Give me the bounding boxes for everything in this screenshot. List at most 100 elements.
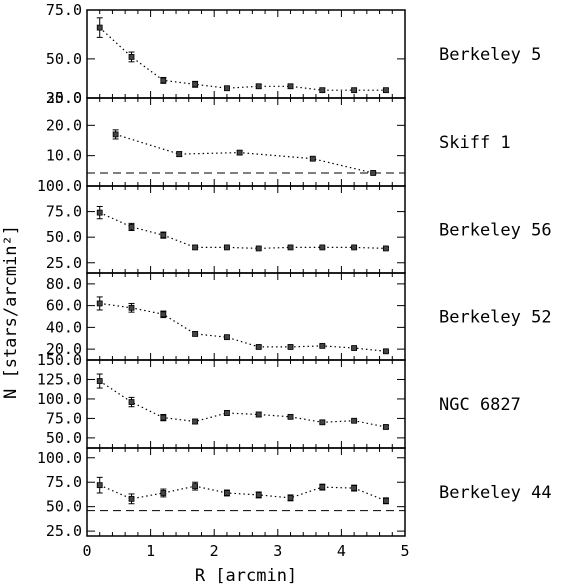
data-point [192,81,199,88]
data-point [383,424,389,430]
y-tick-label: 10.0 [46,147,82,165]
data-point [383,497,389,504]
x-tick-label: 0 [82,542,91,560]
y-tick-label: 50.0 [46,429,82,447]
data-point [287,83,294,90]
panel-frame [86,185,406,274]
data-point [255,83,262,90]
y-tick-label: 100.0 [37,449,82,467]
panel-6: 100.0 75.0 50.0 25.0 Berkeley 44 0 1 2 3 4 5 [37,447,552,560]
data-point [255,344,262,350]
data-point [287,413,294,420]
panel-1: 75.0 50.0 25.030.0 Berkeley 5 [46,1,541,107]
y-tick-label: 75.0 [46,473,82,491]
cluster-name-label: Skiff 1 [439,133,511,153]
panel-3: 100.0 75.0 50.0 25.0 Berkeley 56 [37,177,552,274]
data-point [370,170,377,176]
profile-line [115,133,374,174]
cluster-name-label: Berkeley 56 [439,221,552,241]
data-point [287,494,294,501]
data-point [160,311,167,318]
data-point [96,300,103,307]
data-point [224,244,230,251]
profile-line [99,212,386,250]
data-point [224,490,230,496]
y-tick-label: 50.0 [46,228,82,246]
panel-4: 80.0 60.0 40.0 20.0 Berkeley 52 [46,272,552,361]
cluster-name-label: NGC 6827 [439,395,521,415]
y-axis-title: N [stars/arcmin²] [1,225,21,399]
x-tick-label: 5 [400,542,409,560]
data-point [319,419,326,426]
data-point [236,149,243,156]
data-point [192,330,199,337]
y-tick-label: 25.0 [46,89,82,107]
y-tick-label: 75.0 [46,1,82,19]
x-tick-label: 3 [273,542,282,560]
x-axis-title: R [arcmin] [195,566,297,586]
data-point [319,342,326,349]
data-point [351,345,358,351]
y-tick-label: 100.0 [37,177,82,195]
data-point [96,209,103,216]
y-tick-label: 25.0 [46,522,82,540]
data-point [383,87,389,94]
data-point [160,232,167,239]
profile-line [99,27,386,91]
profile-line [99,380,387,428]
data-point [112,131,119,138]
y-tick-label: 40.0 [46,318,82,336]
data-point [128,54,135,60]
cluster-name-label: Berkeley 44 [439,483,552,503]
y-tick-label: 50.0 [46,50,82,68]
data-point [176,151,183,158]
y-tick-label: 125.0 [37,370,82,388]
data-point [128,495,135,502]
y-tick-label: 20.0 [46,340,82,358]
data-point [255,245,262,252]
data-point [96,378,103,384]
profile-line [99,484,387,502]
y-tick-label: 75.0 [46,203,82,221]
panel-frame [86,447,406,537]
profile-line [99,302,386,352]
data-point [160,414,167,421]
data-point [96,24,103,31]
data-point [319,244,326,251]
data-point [287,344,294,350]
y-tick-label: 150.0 [37,351,82,369]
data-point [319,484,326,491]
data-point [351,485,358,491]
data-point [351,417,358,424]
data-point [224,334,230,341]
data-point [255,411,262,418]
y-tick-label: 50.0 [46,498,82,516]
data-point [224,85,230,92]
cluster-name-label: Berkeley 52 [439,308,552,328]
y-tick-label: 20.0 [46,116,82,134]
data-point [351,244,358,251]
data-point [96,482,103,489]
data-point [255,492,262,498]
data-point [160,77,167,84]
y-tick-label: 60.0 [46,297,82,315]
y-tick-label: 30.0 [46,89,82,107]
data-point [224,410,230,416]
data-point [128,304,135,311]
panel-frame [86,9,406,99]
x-tick-label: 4 [337,542,346,560]
data-point [383,348,389,355]
data-point [383,245,389,252]
data-point [192,418,199,425]
x-tick-label: 1 [146,542,155,560]
data-point [309,155,316,162]
y-tick-label: 100.0 [37,390,82,408]
data-point [192,483,199,490]
y-tick-label: 75.0 [46,409,82,427]
data-point [128,224,135,230]
data-point [192,244,199,251]
panel-frame [86,272,406,361]
y-tick-label: 25.0 [46,254,82,272]
